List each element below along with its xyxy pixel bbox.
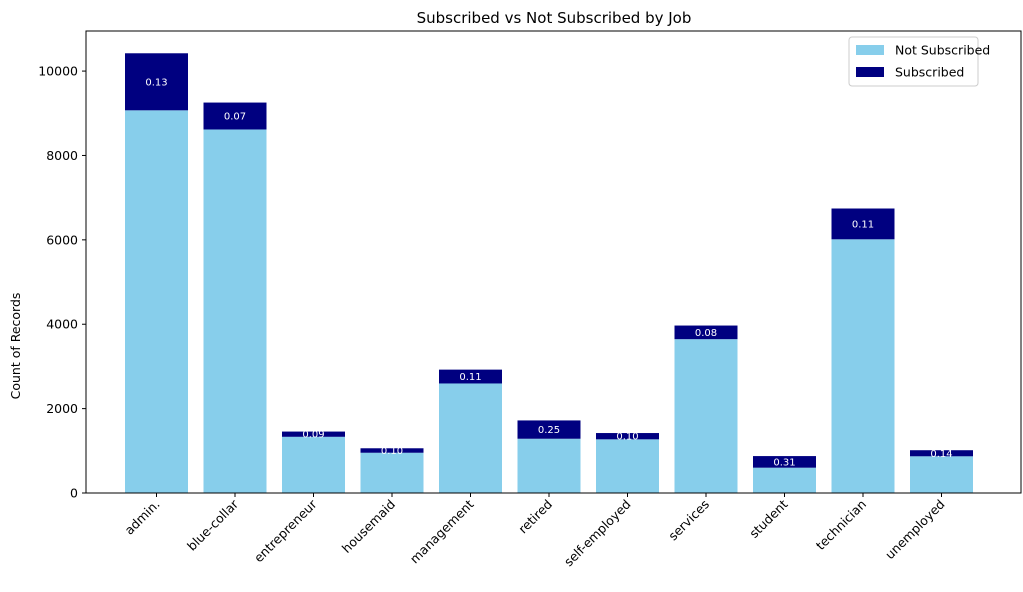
bar-subscribed-services	[674, 325, 738, 340]
bar-labels-layer: 0.13 0.07 0.09 0.10 0.11 0.25 0.10 0.08 0.31 0.11…	[145, 77, 952, 468]
bar-subscribed-admin	[125, 53, 188, 111]
legend: Not Subscribed Subscribed	[848, 36, 990, 87]
x-tick-label: blue-collar	[184, 496, 242, 554]
bar-label: 0.07	[224, 112, 246, 123]
bar-label: 0.09	[302, 430, 324, 441]
x-tick-label: admin.	[122, 497, 163, 538]
bar-label: 0.31	[773, 457, 795, 468]
y-tick-label: 6000	[46, 232, 78, 247]
bar-not-subscribed-unemployed	[910, 456, 973, 493]
bar-subscribed-management	[439, 369, 502, 384]
bar-not-subscribed-technician	[831, 239, 895, 493]
y-tick-label: 4000	[46, 317, 78, 332]
bar-label: 0.10	[616, 432, 638, 443]
bar-label: 0.14	[930, 449, 952, 460]
y-axis-label: Count of Records	[8, 293, 23, 400]
bar-label: 0.10	[381, 446, 403, 457]
bar-subscribed-unemployed	[910, 450, 973, 457]
bar-subscribed-technician	[831, 208, 895, 240]
bar-not-subscribed-admin	[125, 110, 188, 493]
legend-label: Not Subscribed	[895, 43, 990, 58]
bars-layer	[125, 53, 973, 493]
x-tick-label: housemaid	[339, 497, 398, 556]
x-tick-label: self-employed	[561, 497, 634, 570]
y-axis: 0 2000 4000 6000 8000 10000	[38, 64, 86, 501]
bar-label: 0.11	[459, 372, 481, 383]
legend-swatch	[856, 67, 884, 77]
bar-subscribed-student	[753, 456, 816, 468]
x-axis: admin. blue-collar entrepreneur housemaid ma…	[122, 493, 948, 569]
bar-not-subscribed-entrepreneur	[282, 436, 345, 493]
legend-swatch	[856, 45, 884, 55]
y-tick-label: 0	[70, 486, 78, 501]
bar-subscribed-retired	[517, 420, 581, 439]
bar-not-subscribed-housemaid	[360, 452, 424, 493]
bar-not-subscribed-student	[753, 467, 816, 493]
bar-not-subscribed-management	[439, 383, 502, 493]
bar-label: 0.11	[852, 219, 874, 230]
y-tick-label: 2000	[46, 401, 78, 416]
bar-not-subscribed-retired	[517, 438, 581, 493]
bar-subscribed-entrepreneur	[282, 431, 345, 437]
x-tick-label: student	[746, 496, 790, 540]
x-tick-label: entrepreneur	[251, 496, 320, 565]
bar-label: 0.13	[145, 77, 167, 88]
legend-label: Subscribed	[895, 65, 964, 80]
bar-label: 0.25	[538, 425, 560, 436]
bar-subscribed-bluecollar	[203, 102, 267, 130]
x-tick-label: retired	[515, 497, 555, 537]
bar-not-subscribed-bluecollar	[203, 129, 267, 493]
x-tick-label: management	[407, 496, 477, 566]
x-tick-label: unemployed	[882, 497, 948, 563]
bar-label: 0.08	[695, 328, 717, 339]
bar-not-subscribed-selfemployed	[596, 439, 659, 493]
y-tick-label: 10000	[38, 64, 78, 79]
bar-subscribed-housemaid	[360, 448, 424, 453]
bar-subscribed-selfemployed	[596, 433, 659, 440]
x-tick-label: services	[665, 497, 712, 544]
y-tick-label: 8000	[46, 148, 78, 163]
plot-frame	[85, 30, 1022, 494]
chart-title: Subscribed vs Not Subscribed by Job	[417, 9, 692, 27]
x-tick-label: technician	[813, 497, 869, 553]
bar-not-subscribed-services	[674, 339, 738, 493]
